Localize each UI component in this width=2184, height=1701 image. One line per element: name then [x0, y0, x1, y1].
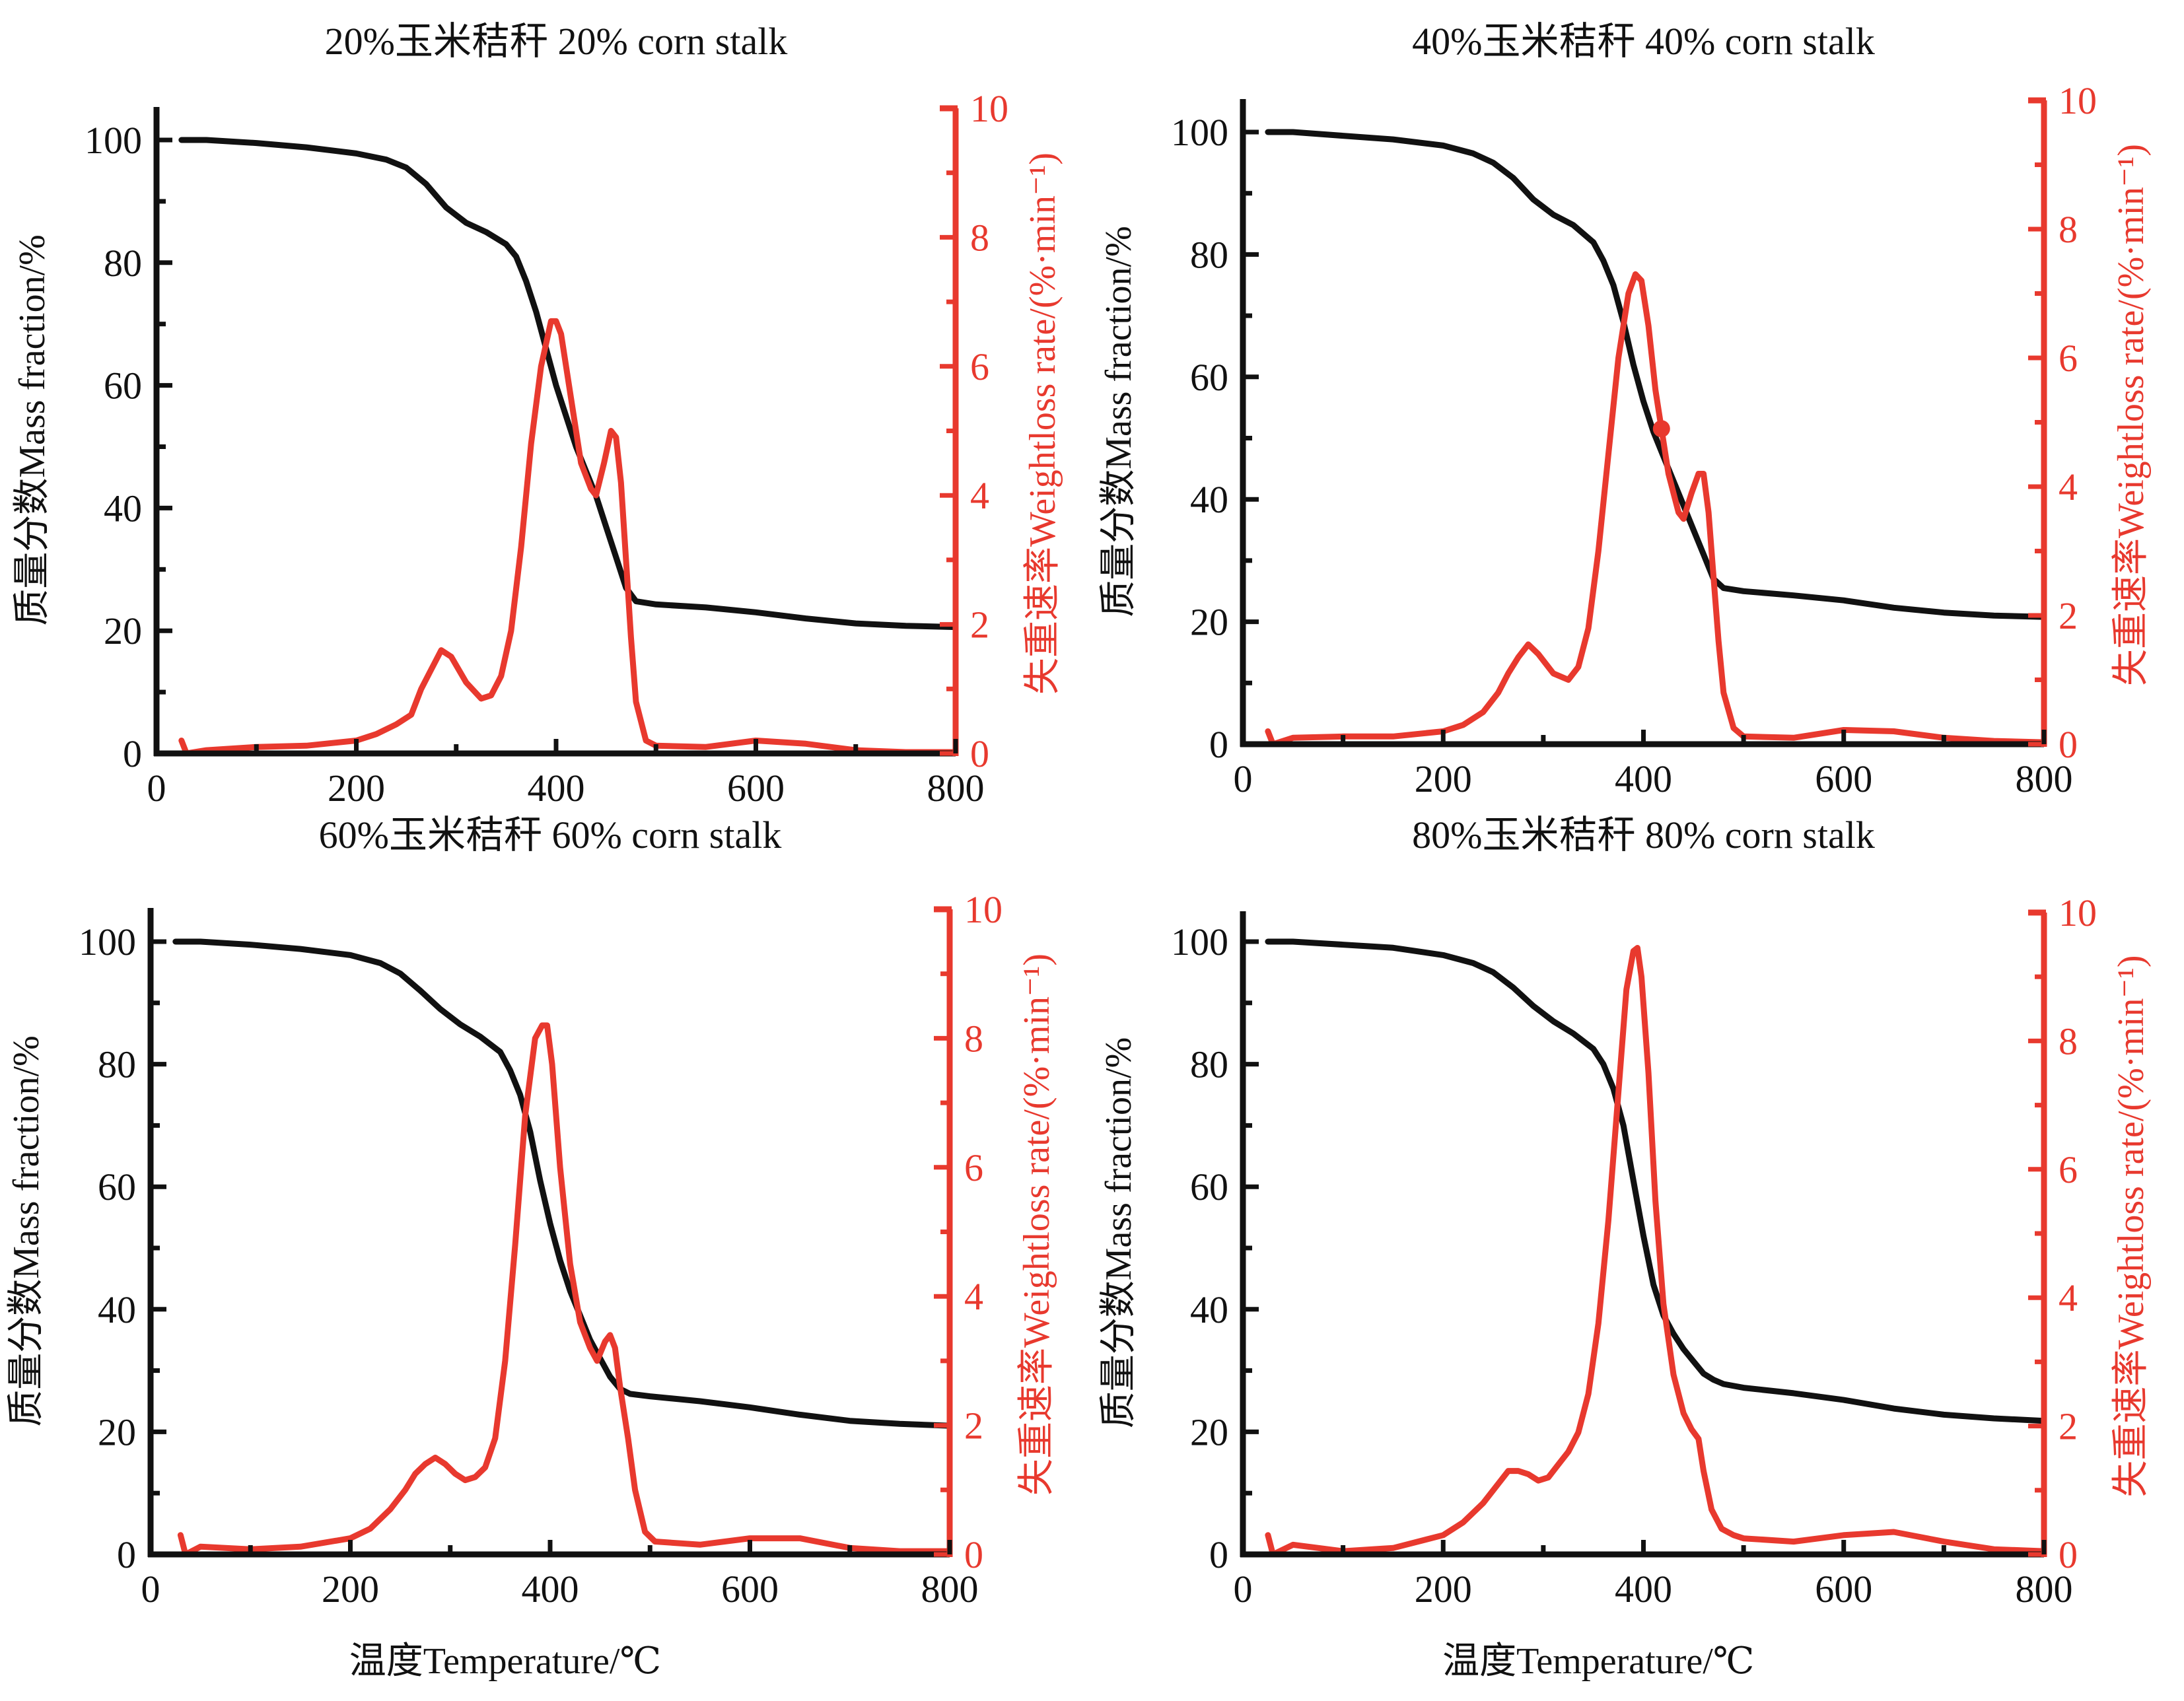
left-tick-label: 60 — [104, 364, 142, 407]
right-tick-label: 8 — [964, 1017, 983, 1060]
x-tick-label: 600 — [1815, 1568, 1872, 1611]
right-tick-label: 4 — [2059, 466, 2078, 508]
right-tick-label: 8 — [2059, 1020, 2078, 1062]
left-axis-title: 质量分数Mass fraction/% — [12, 234, 53, 626]
x-tick-label: 800 — [921, 1568, 979, 1611]
left-tick-label: 80 — [1190, 1043, 1228, 1086]
right-tick-label: 8 — [970, 216, 989, 259]
left-tick-label: 40 — [1190, 478, 1228, 521]
right-tick-label: 4 — [2059, 1276, 2078, 1319]
x-axis-title: 温度Temperature/℃ — [349, 1641, 661, 1682]
right-tick-label: 2 — [2059, 594, 2078, 637]
left-tick-label: 100 — [1171, 920, 1228, 963]
x-tick-label: 0 — [141, 1568, 160, 1611]
left-tick-label: 0 — [123, 732, 142, 775]
left-tick-label: 20 — [104, 609, 142, 652]
x-tick-label: 400 — [522, 1568, 579, 1611]
left-tick-label: 0 — [117, 1533, 136, 1576]
panel-2: 40%玉米秸秆 40% corn stalk020406080100024681… — [1098, 20, 2152, 800]
left-tick-label: 40 — [1190, 1288, 1228, 1331]
right-tick-label: 8 — [2059, 208, 2078, 251]
left-tick-label: 20 — [98, 1410, 136, 1453]
right-axis-title: 失重速率Weightloss rate/(%·min⁻¹) — [1022, 153, 1063, 695]
left-tick-label: 80 — [1190, 233, 1228, 276]
right-tick-label: 6 — [2059, 337, 2078, 380]
x-tick-label: 0 — [1234, 1568, 1253, 1611]
x-tick-label: 0 — [1234, 757, 1253, 800]
left-tick-label: 60 — [1190, 1165, 1228, 1208]
left-tick-label: 100 — [1171, 111, 1228, 154]
x-tick-label: 600 — [1815, 757, 1872, 800]
right-tick-label: 10 — [2059, 891, 2097, 934]
right-tick-label: 4 — [964, 1275, 983, 1318]
left-tick-label: 100 — [79, 920, 136, 963]
left-tick-label: 20 — [1190, 1410, 1228, 1453]
left-tick-label: 40 — [98, 1288, 136, 1331]
left-axis-title: 质量分数Mass fraction/% — [1098, 226, 1139, 617]
mass-fraction-line — [1265, 938, 2047, 1424]
x-tick-label: 800 — [927, 767, 985, 810]
right-tick-label: 0 — [2059, 1533, 2078, 1576]
panel-title: 40%玉米秸秆 40% corn stalk — [1412, 20, 1875, 63]
x-tick-label: 400 — [1615, 1568, 1672, 1611]
weightloss-rate-line — [1265, 271, 2047, 747]
right-tick-label: 2 — [964, 1405, 983, 1447]
panel-title: 20%玉米秸秆 20% corn stalk — [325, 20, 788, 63]
right-tick-label: 10 — [2059, 79, 2097, 122]
x-tick-label: 600 — [727, 767, 785, 810]
right-tick-label: 0 — [970, 732, 989, 775]
left-axis-title: 质量分数Mass fraction/% — [6, 1035, 47, 1427]
right-axis-title: 失重速率Weightloss rate/(%·min⁻¹) — [2111, 144, 2152, 686]
right-tick-label: 2 — [970, 604, 989, 646]
right-tick-label: 10 — [970, 87, 1008, 130]
left-tick-label: 80 — [98, 1043, 136, 1086]
mass-fraction-line — [1265, 129, 2047, 620]
right-axis-title: 失重速率Weightloss rate/(%·min⁻¹) — [1016, 954, 1057, 1496]
right-tick-label: 6 — [2059, 1148, 2078, 1191]
x-tick-label: 400 — [1615, 757, 1672, 800]
left-tick-label: 0 — [1209, 723, 1228, 766]
x-tick-label: 400 — [528, 767, 585, 810]
left-tick-label: 40 — [104, 487, 142, 530]
x-tick-label: 200 — [1415, 1568, 1472, 1611]
panel-title: 80%玉米秸秆 80% corn stalk — [1412, 814, 1875, 856]
right-axis-title: 失重速率Weightloss rate/(%·min⁻¹) — [2111, 955, 2152, 1497]
left-tick-label: 60 — [1190, 356, 1228, 399]
panel-title: 60%玉米秸秆 60% corn stalk — [319, 814, 782, 856]
right-tick-label: 2 — [2059, 1405, 2078, 1448]
x-tick-label: 800 — [2016, 1568, 2073, 1611]
left-tick-label: 100 — [85, 119, 142, 162]
right-tick-label: 0 — [964, 1533, 983, 1576]
left-tick-label: 20 — [1190, 601, 1228, 644]
x-tick-label: 200 — [328, 767, 385, 810]
x-axis-title: 温度Temperature/℃ — [1442, 1641, 1754, 1682]
weightloss-rate-line — [177, 1022, 953, 1558]
x-tick-label: 800 — [2016, 757, 2073, 800]
weightloss-rate-line — [1265, 945, 2047, 1558]
right-tick-label: 6 — [970, 345, 989, 388]
left-tick-label: 0 — [1209, 1533, 1228, 1576]
left-axis-title: 质量分数Mass fraction/% — [1098, 1037, 1139, 1429]
right-tick-label: 4 — [970, 474, 989, 517]
left-tick-label: 60 — [98, 1165, 136, 1208]
right-tick-label: 10 — [964, 888, 1003, 931]
right-tick-label: 0 — [2059, 723, 2078, 766]
weightloss-rate-line — [178, 318, 959, 757]
x-tick-label: 200 — [322, 1568, 379, 1611]
x-tick-label: 600 — [721, 1568, 779, 1611]
left-tick-label: 80 — [104, 242, 142, 285]
right-tick-label: 6 — [964, 1146, 983, 1189]
mass-fraction-line — [178, 137, 959, 631]
panel-1: 20%玉米秸秆 20% corn stalk020406080100024681… — [12, 20, 1063, 810]
x-tick-label: 200 — [1415, 757, 1472, 800]
x-tick-label: 0 — [147, 767, 166, 810]
mass-fraction-line — [172, 938, 953, 1429]
rate-marker — [1652, 420, 1670, 438]
panel-3: 60%玉米秸秆 60% corn stalk020406080100024681… — [6, 814, 1057, 1682]
panel-4: 80%玉米秸秆 80% corn stalk020406080100024681… — [1098, 814, 2152, 1682]
